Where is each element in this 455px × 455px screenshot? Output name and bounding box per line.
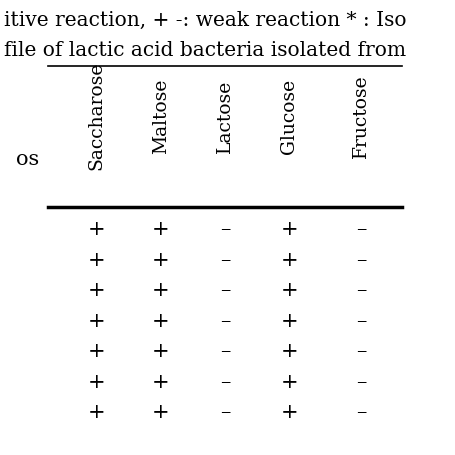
Text: +: + bbox=[87, 312, 105, 331]
Text: –: – bbox=[220, 220, 230, 239]
Text: Saccharose: Saccharose bbox=[87, 62, 106, 170]
Text: +: + bbox=[152, 342, 169, 361]
Text: Maltose: Maltose bbox=[152, 78, 170, 154]
Text: +: + bbox=[87, 220, 105, 239]
Text: +: + bbox=[280, 403, 298, 422]
Text: +: + bbox=[152, 403, 169, 422]
Text: +: + bbox=[152, 373, 169, 392]
Text: –: – bbox=[220, 281, 230, 300]
Text: +: + bbox=[87, 342, 105, 361]
Text: +: + bbox=[280, 312, 298, 331]
Text: file of lactic acid bacteria isolated from: file of lactic acid bacteria isolated fr… bbox=[4, 41, 406, 60]
Text: –: – bbox=[356, 403, 367, 422]
Text: +: + bbox=[87, 251, 105, 270]
Text: Fructose: Fructose bbox=[353, 74, 370, 158]
Text: +: + bbox=[280, 220, 298, 239]
Text: –: – bbox=[220, 312, 230, 331]
Text: –: – bbox=[220, 342, 230, 361]
Text: +: + bbox=[280, 251, 298, 270]
Text: +: + bbox=[280, 373, 298, 392]
Text: +: + bbox=[280, 342, 298, 361]
Text: +: + bbox=[152, 281, 169, 300]
Text: –: – bbox=[356, 373, 367, 392]
Text: –: – bbox=[356, 312, 367, 331]
Text: –: – bbox=[220, 251, 230, 270]
Text: +: + bbox=[152, 312, 169, 331]
Text: –: – bbox=[220, 403, 230, 422]
Text: –: – bbox=[356, 220, 367, 239]
Text: itive reaction, + -: weak reaction * : Iso: itive reaction, + -: weak reaction * : I… bbox=[4, 11, 406, 30]
Text: Lactose: Lactose bbox=[216, 80, 234, 152]
Text: +: + bbox=[87, 403, 105, 422]
Text: –: – bbox=[220, 373, 230, 392]
Text: Glucose: Glucose bbox=[280, 78, 298, 154]
Text: os: os bbox=[16, 150, 40, 169]
Text: +: + bbox=[280, 281, 298, 300]
Text: +: + bbox=[152, 220, 169, 239]
Text: +: + bbox=[87, 281, 105, 300]
Text: –: – bbox=[356, 251, 367, 270]
Text: –: – bbox=[356, 281, 367, 300]
Text: –: – bbox=[356, 342, 367, 361]
Text: +: + bbox=[87, 373, 105, 392]
Text: +: + bbox=[152, 251, 169, 270]
